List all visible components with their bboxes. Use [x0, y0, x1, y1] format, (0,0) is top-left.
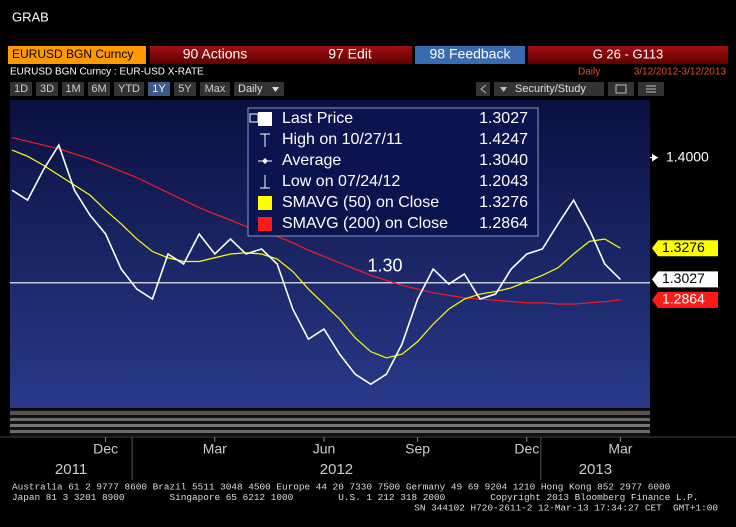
legend-label: Last Price	[282, 110, 353, 127]
period-label: 2012	[320, 461, 353, 478]
legend-label: SMAVG (50) on Close	[282, 194, 439, 211]
period: Daily	[578, 67, 600, 78]
page-bar	[528, 46, 728, 64]
panel-stripe	[10, 424, 650, 427]
range-button[interactable]	[88, 82, 110, 96]
legend-label: SMAVG (200) on Close	[282, 215, 448, 232]
last-value-label: 1.2864	[662, 291, 705, 307]
legend-label: Low on 07/24/12	[282, 173, 400, 190]
legend-swatch	[258, 112, 272, 126]
legend-value: 1.2864	[479, 215, 528, 232]
range-label: 6M	[91, 83, 106, 95]
study-button: Security/Study	[515, 83, 586, 95]
feedback-button[interactable]: 98 Feedback	[430, 46, 512, 62]
x-tick-label: Dec	[93, 441, 118, 457]
y-tick-label: 1.4000	[666, 148, 709, 164]
panel-stripe	[10, 430, 650, 433]
last-value-box	[652, 240, 718, 257]
date-range: 3/12/2012-3/12/2013	[634, 67, 727, 78]
last-value-box	[652, 291, 718, 308]
range-button[interactable]	[10, 82, 32, 96]
legend: Last Price 1.3027 High on 10/27/11 1.4247 Av…	[247, 107, 539, 237]
x-tick-label: Sep	[405, 441, 430, 457]
footer-line: SN 344102 H720-2611-2 12-Mar-13 17:34:27…	[414, 502, 718, 513]
legend-value: 1.3027	[479, 110, 528, 127]
legend-label: Average	[282, 152, 341, 169]
range-label: YTD	[118, 83, 140, 95]
range-button[interactable]	[36, 82, 58, 96]
period-label: 2011	[55, 461, 87, 478]
last-value-label: 1.3276	[662, 239, 705, 255]
legend-value: 1.4247	[479, 131, 528, 148]
range-button[interactable]	[114, 82, 144, 96]
icon-button[interactable]	[608, 82, 634, 96]
panel-stripe	[10, 418, 650, 421]
range-label: 1D	[14, 83, 28, 95]
legend-swatch	[258, 196, 272, 210]
feedback-box[interactable]	[415, 46, 525, 64]
legend-value: 1.2043	[479, 173, 528, 190]
legend-toggle[interactable]	[249, 113, 259, 123]
period-label: 2013	[579, 461, 612, 478]
legend-box	[247, 107, 539, 237]
security-box[interactable]	[8, 46, 146, 64]
range-button[interactable]	[148, 82, 170, 96]
collapse-button[interactable]	[476, 82, 490, 96]
range-label: 5Y	[178, 83, 192, 95]
last-value-box	[652, 271, 718, 288]
panel-stripe	[10, 411, 650, 415]
frequency-arrow	[272, 87, 279, 92]
x-tick-label: Jun	[313, 441, 336, 457]
description: EURUSD BGN Curncy : EUR-USD X-RATE	[10, 67, 204, 78]
security: EURUSD BGN Curncy	[12, 47, 133, 61]
action-bar	[150, 46, 412, 64]
frequency-box[interactable]	[234, 82, 284, 96]
legend-value: 1.3040	[479, 152, 528, 169]
moving-average	[11, 149, 621, 359]
icon	[615, 84, 627, 94]
price-line	[11, 143, 621, 386]
x-tick-label: Dec	[514, 441, 539, 457]
legend-swatch	[258, 217, 272, 231]
actions-button[interactable]: 90 Actions	[183, 46, 248, 62]
plot: 1.30	[10, 136, 650, 386]
footer: Australia 61 2 9777 8600 Brazil 5511 304…	[12, 481, 718, 513]
edit-button[interactable]: 97 Edit	[328, 46, 372, 62]
window-title: GRAB	[12, 9, 49, 24]
last-value-label: 1.3027	[662, 270, 705, 286]
range-label: 3D	[40, 83, 54, 95]
footer-line: Japan 81 3 3201 8900 Singapore 65 6212 1…	[12, 492, 698, 503]
reference-label: 1.30	[367, 256, 402, 276]
legend-icon	[262, 158, 268, 164]
range-label: Max	[205, 83, 226, 95]
study-arrow	[500, 87, 507, 92]
range-button[interactable]	[62, 82, 84, 96]
collapse-icon	[480, 84, 487, 94]
frequency: Daily	[238, 83, 263, 95]
page-id: G 26 - G113	[593, 46, 664, 61]
range-button[interactable]	[174, 82, 196, 96]
range-label: 1M	[65, 83, 80, 95]
study-box[interactable]	[494, 82, 604, 96]
range-label: 1Y	[152, 83, 166, 95]
legend-value: 1.3276	[479, 194, 528, 211]
footer-line: Australia 61 2 9777 8600 Brazil 5511 304…	[12, 481, 671, 492]
legend-label: High on 10/27/11	[282, 131, 403, 148]
x-tick-label: Mar	[203, 441, 227, 457]
x-tick-label: Mar	[608, 441, 632, 457]
y-tick-marker	[652, 153, 658, 162]
moving-average	[11, 136, 621, 305]
range-button[interactable]	[200, 82, 230, 96]
